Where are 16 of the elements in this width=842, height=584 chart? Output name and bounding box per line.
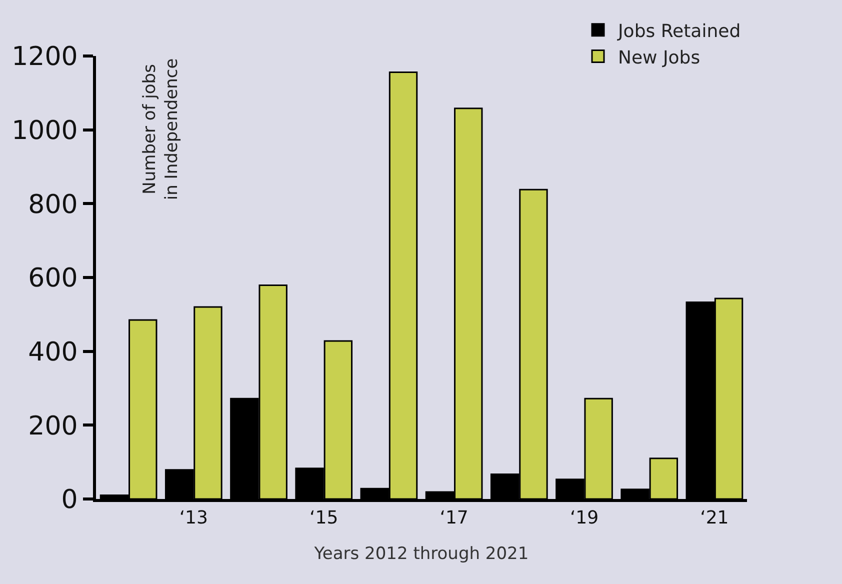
- x-tick-label: ‘15: [310, 508, 338, 529]
- x-tick-label: ‘17: [440, 508, 468, 529]
- x-tick-label: ‘13: [179, 508, 208, 529]
- y-axis-title: Number of jobs in Independence: [140, 58, 182, 200]
- y-tick-label: 200: [28, 411, 78, 442]
- x-tick-label: ‘19: [570, 508, 599, 529]
- y-tick-label: 600: [28, 264, 78, 294]
- y-tick-label: 400: [28, 337, 78, 368]
- y-tick-label: 1200: [12, 42, 78, 72]
- y-tick-label: 800: [28, 190, 78, 220]
- legend-label: New Jobs: [618, 47, 700, 68]
- legend-label: Jobs Retained: [617, 20, 741, 42]
- y-tick-label: 1000: [12, 116, 78, 146]
- x-tick-label: ‘21: [700, 508, 729, 529]
- x-axis-title: Years 2012 through 2021: [313, 544, 529, 564]
- y-tick-label: 0: [61, 485, 78, 516]
